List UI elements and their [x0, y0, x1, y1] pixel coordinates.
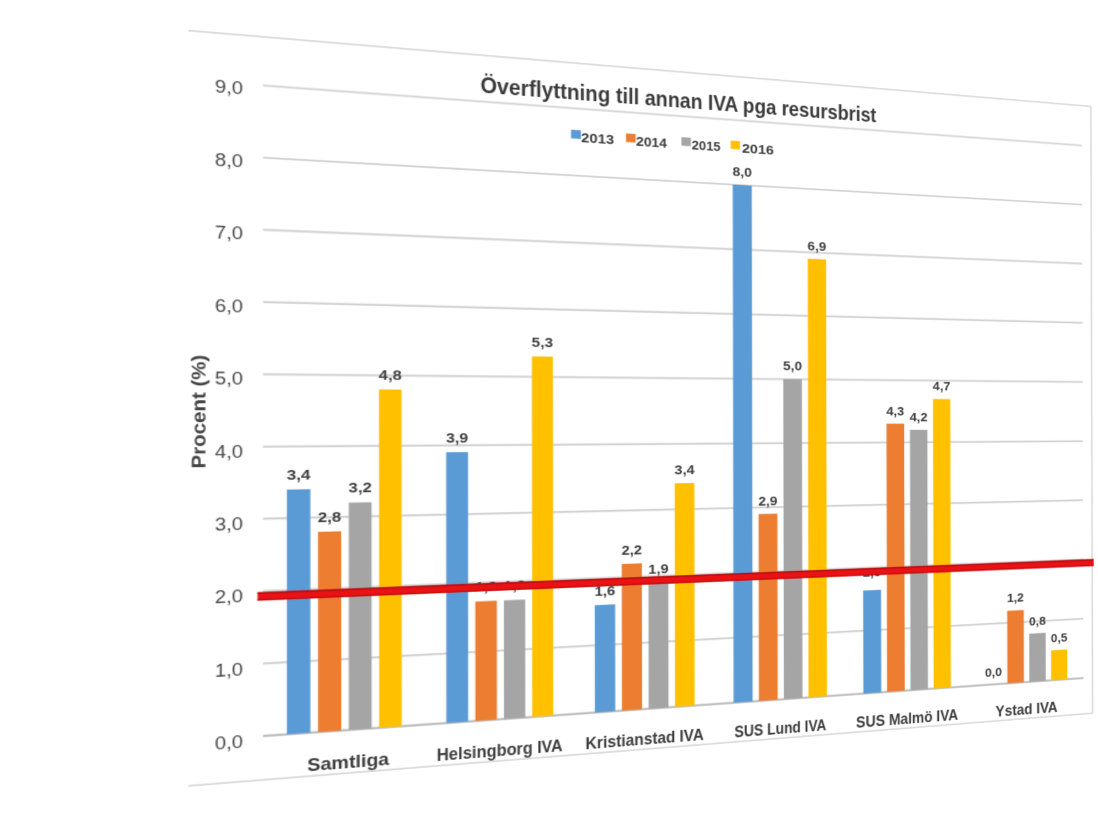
svg-text:2015: 2015 — [692, 137, 721, 154]
svg-text:8,0: 8,0 — [215, 151, 243, 171]
svg-text:5,3: 5,3 — [532, 335, 553, 351]
svg-text:1,0: 1,0 — [215, 661, 243, 681]
svg-text:3,9: 3,9 — [446, 430, 468, 446]
svg-text:0,8: 0,8 — [1029, 614, 1046, 628]
svg-text:7,0: 7,0 — [215, 224, 243, 244]
svg-text:6,0: 6,0 — [215, 297, 243, 316]
svg-text:0,0: 0,0 — [985, 665, 1002, 680]
svg-text:4,3: 4,3 — [886, 404, 904, 418]
svg-text:3,4: 3,4 — [287, 467, 312, 483]
svg-text:1,6: 1,6 — [595, 583, 616, 599]
svg-text:2,2: 2,2 — [622, 543, 643, 558]
svg-text:3,0: 3,0 — [215, 515, 243, 535]
svg-text:5,0: 5,0 — [783, 359, 802, 373]
svg-text:1,2: 1,2 — [1007, 591, 1024, 605]
svg-text:5,0: 5,0 — [215, 370, 243, 389]
svg-text:4,8: 4,8 — [379, 367, 402, 383]
svg-text:6,9: 6,9 — [808, 239, 827, 254]
svg-text:4,0: 4,0 — [215, 443, 243, 462]
svg-text:2016: 2016 — [742, 140, 774, 157]
svg-text:3,2: 3,2 — [349, 480, 372, 496]
svg-text:1,9: 1,9 — [648, 561, 668, 576]
svg-text:Procent (%): Procent (%) — [187, 355, 210, 469]
svg-text:1,8: 1,8 — [475, 579, 497, 595]
svg-text:Ystad IVA: Ystad IVA — [996, 700, 1058, 721]
svg-text:2,8: 2,8 — [318, 509, 342, 525]
svg-text:2013: 2013 — [581, 129, 614, 147]
svg-text:3,4: 3,4 — [675, 463, 696, 478]
svg-text:0,0: 0,0 — [215, 734, 243, 755]
svg-text:8,0: 8,0 — [733, 164, 752, 180]
svg-text:2,0: 2,0 — [215, 588, 243, 608]
svg-text:2,0: 2,0 — [863, 565, 881, 580]
svg-text:1,8: 1,8 — [504, 578, 526, 594]
svg-text:4,2: 4,2 — [910, 411, 928, 425]
svg-text:2,9: 2,9 — [758, 494, 777, 509]
svg-text:9,0: 9,0 — [215, 78, 243, 99]
svg-text:4,7: 4,7 — [933, 380, 951, 394]
svg-text:0,5: 0,5 — [1051, 631, 1068, 645]
svg-text:2014: 2014 — [636, 133, 667, 151]
